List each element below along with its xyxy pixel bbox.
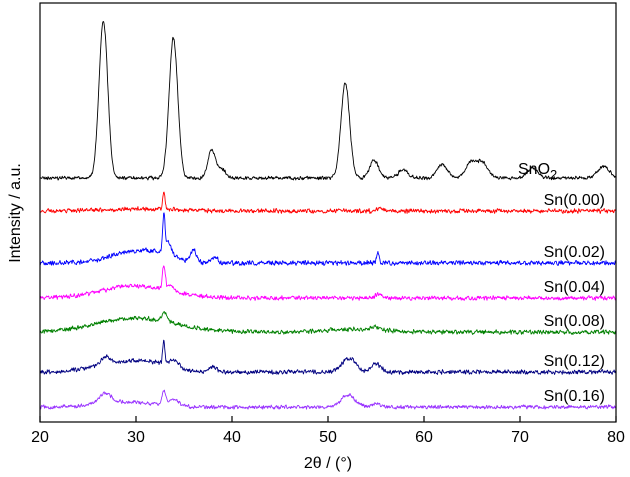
series-label-sn-0-12-: Sn(0.12) [544, 353, 605, 370]
series-line-sn-0-16- [39, 389, 617, 410]
x-tick-label-30: 30 [127, 429, 145, 446]
x-axis: 20 30 40 50 60 70 80 [31, 416, 625, 446]
series-layer: SnO2 Sn(0.00) Sn(0.02) Sn(0.04) Sn(0.08) Sn(0… [39, 21, 617, 410]
series-label-sn-0-08-: Sn(0.08) [544, 313, 605, 330]
series-label-sno2: SnO2 [518, 161, 557, 182]
series-label-sn-0-16-: Sn(0.16) [544, 388, 605, 405]
series-label-sn-0-00-: Sn(0.00) [544, 192, 605, 209]
x-tick-label-80: 80 [607, 429, 625, 446]
series-line-sn-0-04- [39, 265, 617, 301]
y-axis-label: Intensity / a.u. [7, 163, 24, 263]
x-tick-label-60: 60 [415, 429, 433, 446]
x-tick-label-40: 40 [223, 429, 241, 446]
x-tick-label-70: 70 [511, 429, 529, 446]
series-label-sn-0-04-: Sn(0.04) [544, 279, 605, 296]
series-line-sn-0-02- [39, 212, 617, 267]
series-line-sn-0-08- [39, 311, 617, 335]
x-tick-label-50: 50 [319, 429, 337, 446]
x-tick-label-20: 20 [31, 429, 49, 446]
series-line-sn-0-00- [39, 191, 617, 214]
series-line-sn-0-12- [39, 339, 617, 375]
series-line-sno2 [39, 21, 617, 181]
plot-frame [39, 2, 617, 423]
series-label-sn-0-02-: Sn(0.02) [544, 244, 605, 261]
x-axis-label: 2θ / (°) [304, 455, 352, 472]
